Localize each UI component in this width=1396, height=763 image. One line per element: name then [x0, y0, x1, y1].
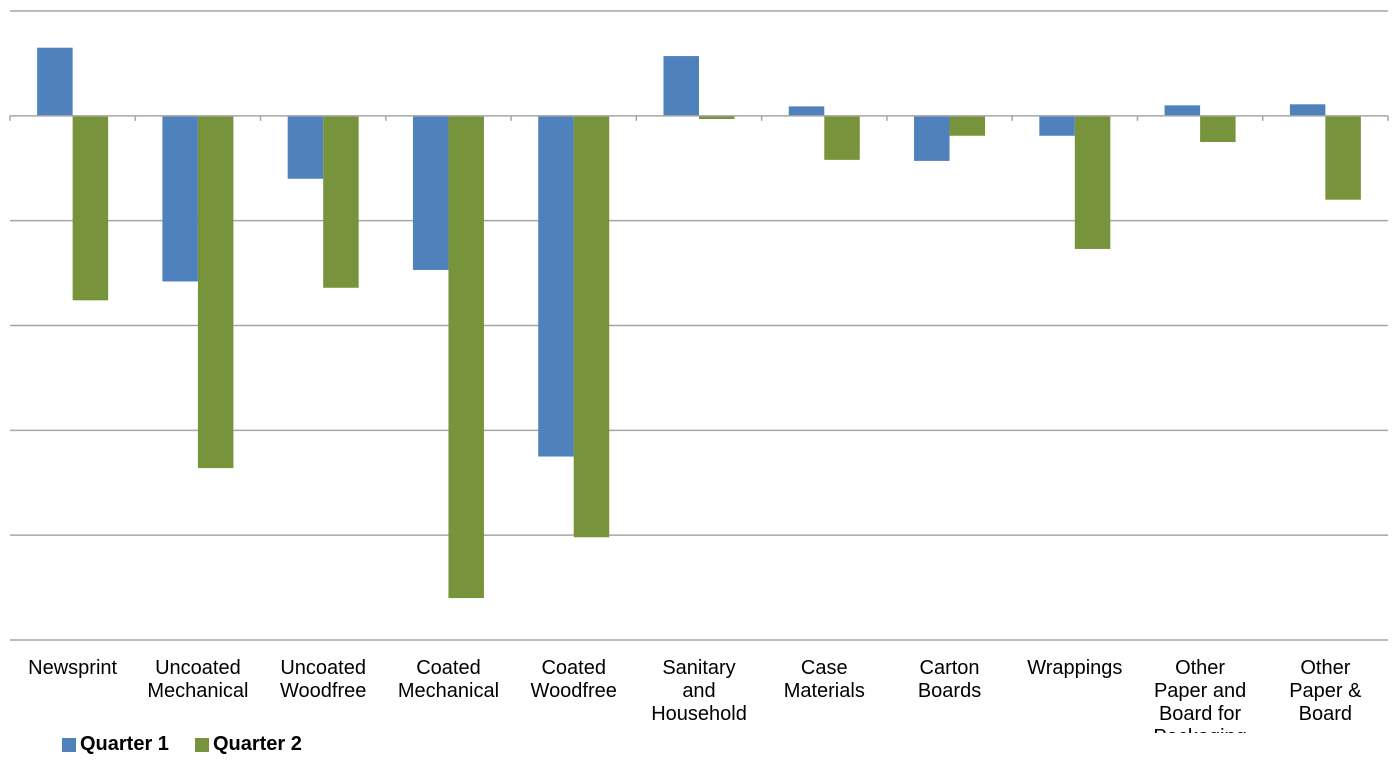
- bar: [197, 115, 234, 469]
- category-label: Uncoated Woodfree: [280, 657, 366, 702]
- category-label: Sanitary and Household: [651, 657, 747, 725]
- legend-label: Quarter 1: [80, 733, 169, 755]
- legend-label: Quarter 2: [212, 733, 302, 755]
- gridlines: [10, 10, 1388, 641]
- bar: [1325, 115, 1361, 200]
- bar: [287, 115, 324, 179]
- bar: [72, 115, 109, 301]
- bar: [914, 115, 950, 161]
- bar: [162, 115, 198, 282]
- bars: [37, 47, 1361, 599]
- bar: [699, 115, 735, 119]
- bar-chart: Newsprint Uncoated Mechanical Uncoated Woodf…: [9, 10, 1389, 733]
- bar: [448, 115, 484, 599]
- category-label: Coated Woodfree: [531, 657, 617, 702]
- category-label: Coated Mechanical: [398, 657, 499, 702]
- bar: [37, 47, 73, 116]
- category-label: Newsprint: [28, 657, 117, 679]
- legend-swatch: [62, 737, 76, 752]
- bar: [573, 115, 610, 538]
- bar: [323, 115, 359, 288]
- legend-item-series-1: Quarter 1: [62, 733, 169, 756]
- bar: [1289, 104, 1326, 116]
- bar: [949, 115, 986, 136]
- category-label: Wrappings: [1027, 657, 1122, 679]
- legend-swatch: [194, 737, 209, 752]
- bar: [824, 115, 860, 160]
- zero-axis: [9, 115, 1389, 121]
- bar: [788, 106, 825, 116]
- category-label: Other Paper & Board: [1289, 657, 1362, 725]
- category-labels: Newsprint Uncoated Mechanical Uncoated Woodf…: [28, 657, 1362, 733]
- bar: [1074, 115, 1111, 249]
- bar: [1200, 115, 1236, 143]
- category-label: Carton Boards: [918, 657, 981, 702]
- category-label: Case Materials: [784, 657, 865, 702]
- category-label: Uncoated Mechanical: [147, 657, 248, 702]
- bar: [412, 115, 449, 270]
- bar: [1039, 115, 1075, 136]
- bar: [538, 115, 574, 457]
- bar: [663, 56, 699, 116]
- legend-item-series-2: Quarter 2: [194, 733, 302, 756]
- legend: Quarter 1 Quarter 2: [62, 733, 302, 756]
- bar: [1164, 105, 1201, 116]
